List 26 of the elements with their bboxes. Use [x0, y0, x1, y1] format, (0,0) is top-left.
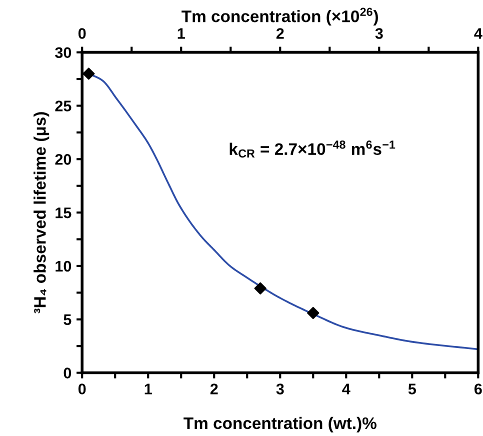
- x-tick-label: 0: [78, 384, 86, 394]
- y-tick-label: 5: [64, 314, 72, 326]
- x-tick-label: 5: [408, 384, 416, 394]
- point: [307, 306, 320, 320]
- y-tick-label: 10: [56, 260, 72, 272]
- annotation: k$_{CR}$ = 2.7×10$^{−48}$ m$^{6}$s$^{−1}$: [230, 140, 396, 158]
- y-tick-label: 30: [55, 47, 72, 58]
- x2-tick-label: 0: [78, 28, 86, 39]
- x2-tick-label: 1: [178, 28, 185, 39]
- x2-tick-label: 3: [375, 28, 383, 39]
- x-tick-label: 6: [474, 384, 482, 394]
- x-tick-label: 4: [342, 384, 350, 394]
- x-axis-title: Tm concentration (wt.)%: [184, 416, 376, 432]
- x2-tick-label: 2: [276, 28, 284, 39]
- y-tick-label: 0: [64, 368, 72, 378]
- x2-tick-label: 4: [474, 28, 482, 39]
- x2-axis-title: Tm concentration (×10$^{26}$): [182, 8, 378, 26]
- x-tick-label: 2: [210, 384, 218, 394]
- y-tick-label: 20: [55, 154, 72, 165]
- point: [254, 282, 266, 294]
- point: [82, 68, 95, 80]
- y-tick-label: 25: [55, 100, 72, 112]
- x-tick-label: 1: [144, 384, 152, 394]
- x-tick-label: 3: [276, 384, 284, 394]
- y-axis-title: ³H₄ observed lifetime (μs): [34, 112, 50, 314]
- y-tick-label: 15: [56, 208, 72, 218]
